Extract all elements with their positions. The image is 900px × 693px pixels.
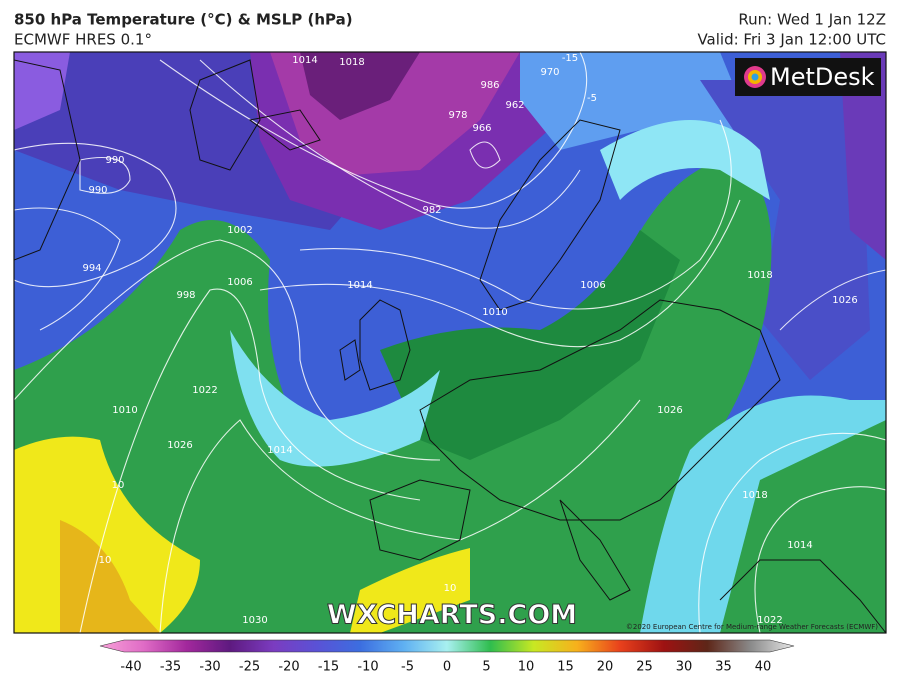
contour-label: 994 — [82, 263, 101, 274]
contour-label: 1014 — [347, 280, 372, 291]
contour-label: 1018 — [742, 490, 767, 501]
colorbar — [99, 639, 795, 653]
run-time: Run: Wed 1 Jan 12Z — [738, 11, 886, 29]
colorbar-tick-label: 10 — [518, 660, 535, 675]
contour-label: 10 — [99, 555, 112, 566]
contour-label: -5 — [587, 93, 597, 104]
contour-label: 1018 — [339, 57, 364, 68]
contour-label: 1022 — [757, 615, 782, 626]
contour-label: 1026 — [657, 405, 682, 416]
contour-label: -15 — [562, 53, 578, 64]
colorbar-tick-label: 5 — [482, 660, 490, 675]
colorbar-tick-label: 35 — [715, 660, 732, 675]
contour-label: 1022 — [192, 385, 217, 396]
colorbar-ticks: -40 -35 -30 -25 -20 -15 -10 -5 0 5 10 15 20 25 30 35 40 — [120, 660, 771, 675]
contour-label: 1014 — [292, 55, 317, 66]
contour-label: 1014 — [787, 540, 812, 551]
colorbar-tick-label: 40 — [755, 660, 772, 675]
title: 850 hPa Temperature (°C) & MSLP (hPa) — [14, 11, 353, 29]
subtitle: ECMWF HRES 0.1° — [14, 31, 152, 49]
colorbar-tick-label: -30 — [199, 660, 220, 675]
copyright: ©2020 European Centre for Medium-range W… — [626, 623, 878, 631]
contour-label: 982 — [422, 205, 441, 216]
contour-label: 1026 — [832, 295, 857, 306]
colorbar-tick-label: 30 — [676, 660, 693, 675]
colorbar-tick-label: 15 — [557, 660, 574, 675]
colorbar-tick-label: -5 — [401, 660, 414, 675]
logo-icon — [744, 66, 766, 88]
contour-label: 1018 — [747, 270, 772, 281]
contour-label: 1010 — [112, 405, 137, 416]
contour-label: 970 — [540, 67, 559, 78]
contour-label: 998 — [176, 290, 195, 301]
contour-label: 990 — [105, 155, 124, 166]
colorbar-tick-label: -35 — [160, 660, 181, 675]
contour-label: 10 — [112, 480, 125, 491]
contour-label: 966 — [472, 123, 491, 134]
map — [14, 52, 886, 633]
contour-label: 1014 — [267, 445, 292, 456]
valid-time: Valid: Fri 3 Jan 12:00 UTC — [697, 31, 886, 49]
logo: MetDesk — [770, 63, 875, 91]
colorbar-tick-label: 0 — [443, 660, 451, 675]
colorbar-tick-label: -20 — [278, 660, 299, 675]
contour-label: 986 — [480, 80, 499, 91]
contour-label: 962 — [505, 100, 524, 111]
colorbar-tick-label: 25 — [636, 660, 653, 675]
colorbar-tick-label: -10 — [357, 660, 378, 675]
contour-label: 10 — [444, 583, 457, 594]
map-frame — [13, 51, 887, 634]
colorbar-tick-label: -40 — [120, 660, 141, 675]
colorbar-tick-label: -15 — [318, 660, 339, 675]
contour-label: 978 — [448, 110, 467, 121]
contour-label: 1006 — [580, 280, 605, 291]
contour-label: 1030 — [242, 615, 267, 626]
contour-label: 990 — [88, 185, 107, 196]
contour-label: 1002 — [227, 225, 252, 236]
colorbar-tick-label: 20 — [597, 660, 614, 675]
contour-labels: 1014 1018 970 986 962 978 966 982 990 990 994 1002 1… — [82, 53, 857, 626]
contour-label: 1010 — [482, 307, 507, 318]
watermark: WXCHARTS.COM — [327, 600, 577, 631]
contour-label: 1026 — [167, 440, 192, 451]
colorbar-tick-label: -25 — [239, 660, 260, 675]
contour-label: 1006 — [227, 277, 252, 288]
